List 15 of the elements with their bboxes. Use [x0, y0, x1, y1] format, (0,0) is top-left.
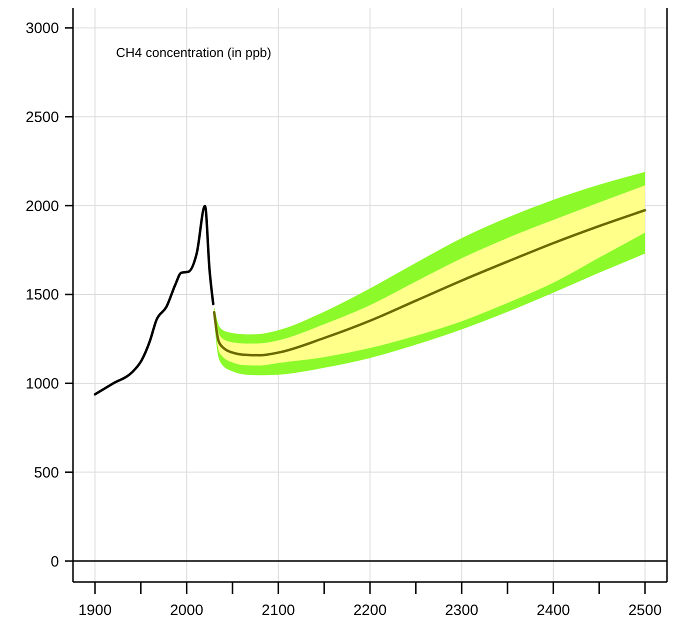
y-tick-label: 1500: [26, 286, 59, 304]
y-tick-label: 2500: [26, 109, 59, 126]
annotation: CH4 concentration (in ppb): [116, 45, 272, 60]
y-tick-label: 0: [50, 553, 59, 570]
y-tick-label: 3000: [26, 20, 59, 38]
y-tick-label: 2000: [26, 198, 59, 215]
x-tick-label: 2400: [536, 602, 570, 619]
x-tick-label: 2000: [170, 602, 204, 619]
x-tick-label: 2300: [444, 602, 478, 619]
x-tick-label: 1900: [78, 602, 112, 619]
x-tick-label: 2500: [628, 602, 662, 619]
x-tick-label: 2200: [353, 602, 387, 619]
y-tick-label: 500: [34, 464, 59, 482]
y-tick-label: 1000: [26, 376, 59, 393]
x-tick-label: 2100: [262, 602, 296, 619]
